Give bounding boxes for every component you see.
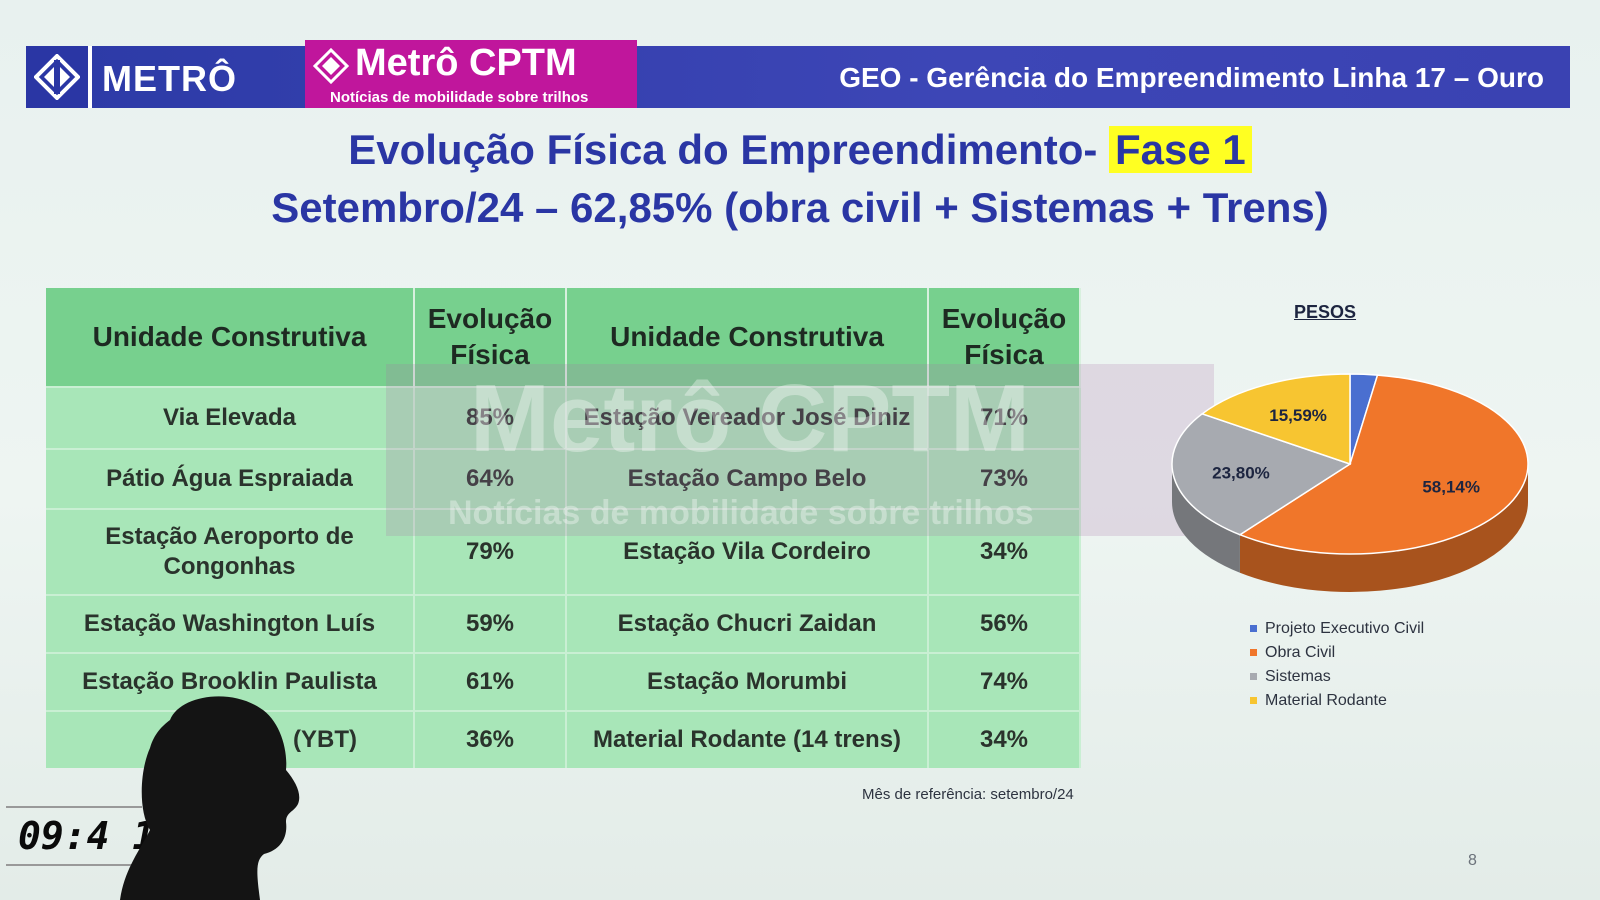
table-header-row: Unidade Construtiva Evolução Física Unid… — [46, 288, 1081, 387]
legend-swatch — [1250, 625, 1257, 633]
table-cell: Estação Aeroporto de Congonhas — [46, 508, 415, 595]
table-row: Estação Brooklin Paulista 61% Estação Mo… — [46, 652, 1081, 711]
table-cell: 79% — [414, 508, 567, 595]
legend-label: Projeto Executivo Civil — [1265, 620, 1425, 637]
table-cell: Estação Vereador José Diniz — [566, 386, 929, 449]
metro-label: METRÔ — [102, 58, 237, 99]
progress-table: Unidade Construtiva Evolução Física Unid… — [46, 288, 1081, 768]
pie-slice-side — [1239, 464, 1528, 592]
clock-time: 09:4 1 — [18, 814, 156, 858]
reference-month: Mês de referência: setembro/24 — [862, 786, 1074, 803]
pie-slice-side — [1172, 464, 1240, 573]
table-cell: Via Elevada — [46, 386, 415, 449]
pie-chart: 2,47% 58,14% 23,80% 15,59% — [1171, 360, 1529, 592]
table-cell: Estação Vila Cordeiro — [566, 508, 929, 595]
cptm-diamond-icon — [313, 48, 349, 84]
table-cell: 34% — [928, 508, 1081, 595]
legend-swatch — [1250, 697, 1257, 705]
legend-label: Material Rodante — [1265, 692, 1387, 709]
legend-swatch — [1250, 649, 1257, 657]
header-cell: Unidade Construtiva — [46, 288, 415, 387]
slide-subtitle: Setembro/24 – 62,85% (obra civil + Siste… — [271, 184, 1329, 231]
table-cell: Estação Chucri Zaidan — [566, 594, 929, 653]
header-cell: Unidade Construtiva — [566, 288, 929, 387]
metro-logo-icon — [34, 54, 80, 100]
table-cell: Estação Campo Belo — [566, 448, 929, 509]
table-cell: 74% — [928, 652, 1081, 711]
pie-slice — [1200, 373, 1351, 466]
header-bar — [26, 46, 1570, 108]
pie-data-label: 58,14% — [1422, 477, 1480, 496]
pie-data-label: 2,47% — [1341, 360, 1389, 362]
pie-data-label: 15,59% — [1269, 406, 1327, 425]
table-cell: 34% — [928, 710, 1081, 768]
geo-title: GEO - Gerência do Empreendimento Linha 1… — [839, 62, 1544, 93]
pie-slice — [1238, 374, 1529, 555]
cptm-title: Metrô CPTM — [355, 42, 577, 84]
legend-swatch — [1250, 673, 1257, 681]
table-cell: Estação Washington Luís — [46, 594, 415, 653]
presenter-silhouette — [120, 696, 300, 900]
page-number: 8 — [1468, 852, 1477, 869]
table-cell: 73% — [928, 448, 1081, 509]
slide-title-highlight: Fase 1 — [1109, 126, 1252, 173]
cptm-subtitle: Notícias de mobilidade sobre trilhos — [330, 89, 589, 106]
slide-title-main: Evolução Física do Empreendimento- — [348, 126, 1110, 173]
table-cell: 59% — [414, 594, 567, 653]
header-cell: Evolução Física — [928, 288, 1081, 387]
table-cell: Material Rodante (14 trens) — [566, 710, 929, 768]
legend-item: Obra Civil — [1250, 644, 1424, 668]
table-row: Via Elevada 85% Estação Vereador José Di… — [46, 386, 1081, 449]
watermark-title: Metrô CPTM — [470, 365, 1030, 472]
clock-display — [6, 806, 142, 866]
table-row: Estação Washington Luís 59% Estação Chuc… — [46, 594, 1081, 653]
legend-item: Projeto Executivo Civil — [1250, 620, 1424, 644]
slide-title: Evolução Física do Empreendimento- Fase … — [0, 126, 1600, 174]
pie-data-label: 23,80% — [1212, 464, 1270, 483]
table-row: Estação Aeroporto de Congonhas 79% Estaç… — [46, 508, 1081, 595]
table-cell: 71% — [928, 386, 1081, 449]
chart-title: PESOS — [1294, 302, 1357, 322]
legend-label: Sistemas — [1265, 668, 1331, 685]
table-row: (YBT) 36% Material Rodante (14 trens) 34… — [46, 710, 1081, 768]
header-cell: Evolução Física — [414, 288, 567, 387]
legend-label: Obra Civil — [1265, 644, 1336, 661]
table-cell: 56% — [928, 594, 1081, 653]
table-cell: 64% — [414, 448, 567, 509]
metro-logo — [26, 46, 92, 108]
table-row: Pátio Água Espraiada 64% Estação Campo B… — [46, 448, 1081, 509]
cptm-badge — [305, 40, 637, 108]
legend-item: Material Rodante — [1250, 692, 1424, 716]
table-cell: 61% — [414, 652, 567, 711]
table-cell: Pátio Água Espraiada — [46, 448, 415, 509]
table-cell: 85% — [414, 386, 567, 449]
table-cell: 36% — [414, 710, 567, 768]
table-cell: Estação Morumbi — [566, 652, 929, 711]
chart-legend: Projeto Executivo Civil Obra Civil Siste… — [1250, 620, 1424, 716]
legend-item: Sistemas — [1250, 668, 1424, 692]
pie-slice — [1171, 412, 1352, 536]
watermark-subtitle: Notícias de mobilidade sobre trilhos — [448, 494, 1034, 532]
